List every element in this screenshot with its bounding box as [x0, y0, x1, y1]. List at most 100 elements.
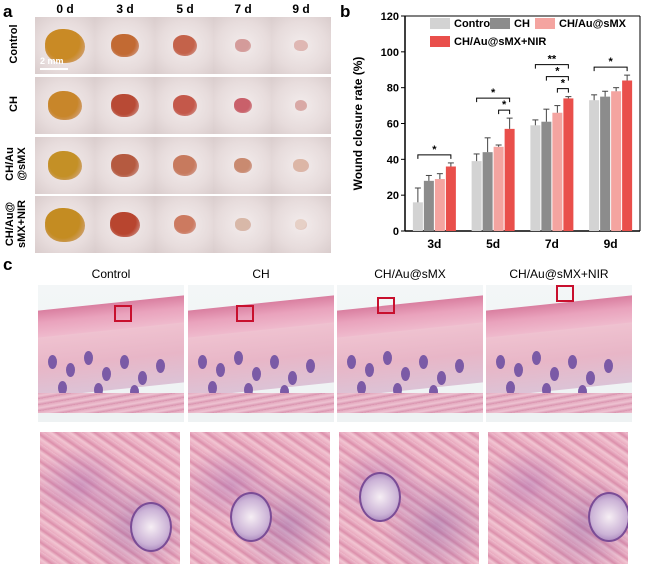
hair-follicle: [94, 383, 103, 397]
wound-area: [173, 95, 197, 116]
hair-follicle: [604, 359, 613, 373]
wound-photo: [213, 17, 273, 74]
y-tick-label: 120: [381, 11, 399, 23]
day-label-0: 0 d: [56, 2, 74, 16]
hair-follicle: [288, 371, 297, 385]
wound-photo: [271, 137, 331, 194]
wound-photo: [213, 196, 273, 253]
hair-follicle: [429, 385, 438, 399]
zoom-region-box: [114, 305, 132, 322]
x-tick-label: 7d: [545, 237, 559, 251]
zoom-region-box: [236, 305, 254, 322]
bar: [412, 202, 423, 231]
wound-area: [235, 38, 251, 53]
y-tick-label: 20: [387, 190, 399, 202]
wound-photo: [95, 17, 155, 74]
wound-photo: [271, 77, 331, 134]
wound-area: [234, 97, 252, 114]
y-axis-title: Wound closure rate (%): [351, 57, 365, 191]
legend-label: CH/Au@sMX: [559, 18, 627, 30]
hair-follicle: [48, 355, 57, 369]
histology-label-ch-au-smx: CH/Au@sMX: [374, 267, 446, 281]
hair-follicle: [138, 371, 147, 385]
day-label-4: 9 d: [292, 2, 310, 16]
panel-c-letter: c: [3, 255, 13, 274]
wound-area: [45, 207, 85, 242]
row-label-ch: CH: [8, 96, 20, 112]
legend-swatch: [535, 18, 555, 29]
wound-closure-chart: 0 20 40 60 80 100 120 Wound closure rate (%) 3d 5…: [351, 11, 641, 251]
wound-photo: [95, 137, 155, 194]
wound-area: [173, 35, 197, 56]
hair-follicle: [357, 381, 366, 395]
wound-area: [45, 28, 85, 63]
bar: [541, 121, 552, 231]
wound-area: [111, 153, 139, 178]
significance-mark: *: [561, 78, 566, 90]
y-tick-label: 80: [387, 83, 399, 95]
bar: [434, 179, 445, 231]
wound-area: [111, 33, 139, 58]
row-label-ch-au-smx: CH/Au @sMX: [4, 147, 28, 181]
significance-bracket: [534, 64, 569, 69]
hair-follicle: [280, 385, 289, 399]
bar: [445, 166, 456, 231]
bar: [563, 98, 574, 232]
wound-photo: [35, 17, 95, 74]
hair-follicle: [244, 383, 253, 397]
hair-follicle: [393, 383, 402, 397]
x-tick-label: 3d: [427, 237, 441, 251]
hair-follicle: [216, 363, 225, 377]
bar: [611, 91, 622, 231]
wound-photo: [95, 196, 155, 253]
bar: [530, 125, 541, 231]
significance-mark: *: [491, 87, 496, 99]
wound-photo: [155, 196, 215, 253]
hair-follicle: [586, 371, 595, 385]
wound-photo: [155, 137, 215, 194]
wound-area: [173, 155, 197, 176]
wound-photo: [155, 17, 215, 74]
panel-a-letter: a: [3, 2, 13, 21]
significance-bracket: [556, 88, 569, 93]
wound-photo: [35, 137, 95, 194]
wound-area: [294, 39, 308, 52]
wound-area: [111, 93, 139, 118]
hair-follicle: [102, 367, 111, 381]
hair-follicle: [506, 381, 515, 395]
wound-photo: [155, 77, 215, 134]
day-label-1: 3 d: [116, 2, 134, 16]
histology-overview-image: [337, 285, 483, 422]
wound-photo: [271, 196, 331, 253]
scale-bar: [40, 68, 68, 70]
wound-area: [234, 157, 252, 174]
hair-follicle: [550, 367, 559, 381]
hair-follicle: [383, 351, 392, 365]
muscle-layer: [38, 393, 184, 413]
hair-follicle: [156, 359, 165, 373]
wound-photo: [35, 77, 95, 134]
hair-follicle: [270, 355, 279, 369]
histology-zoom-image: [40, 432, 180, 564]
hair-follicle: [514, 363, 523, 377]
wound-photo: [271, 17, 331, 74]
legend-label: CH/Au@sMX+NIR: [454, 36, 546, 48]
y-tick-label: 40: [387, 154, 399, 166]
legend-label: CH: [514, 18, 530, 30]
hair-follicle-cross-section: [130, 502, 172, 552]
wound-area: [295, 100, 307, 111]
hair-follicle: [578, 385, 587, 399]
hair-follicle: [496, 355, 505, 369]
hair-follicle: [252, 367, 261, 381]
wound-area: [48, 91, 82, 120]
bar: [600, 96, 611, 231]
muscle-layer: [337, 393, 483, 413]
wound-area: [235, 217, 251, 232]
x-tick-label: 5d: [486, 237, 500, 251]
histology-label-ch: CH: [252, 267, 270, 281]
significance-bracket: [476, 97, 511, 103]
histology-label-control: Control: [91, 267, 131, 281]
wound-area: [295, 219, 307, 230]
y-tick-label: 100: [381, 47, 399, 59]
hair-follicle: [84, 351, 93, 365]
